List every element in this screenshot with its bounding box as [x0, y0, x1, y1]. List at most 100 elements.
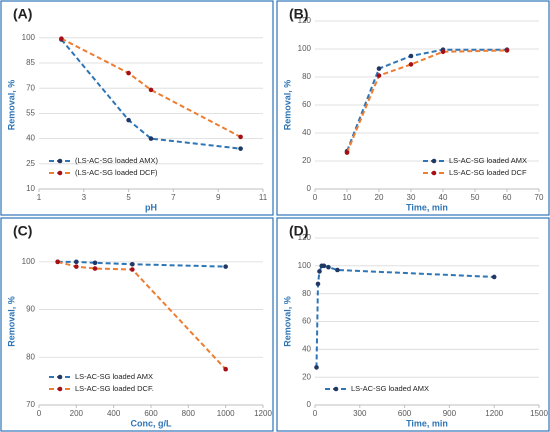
x-tick-label: 5 [126, 193, 131, 202]
y-tick-label: 60 [302, 100, 311, 109]
x-tick-label: 70 [535, 193, 544, 202]
legend-marker [333, 386, 339, 392]
y-tick-label: 10 [26, 184, 35, 193]
series-line [346, 49, 508, 153]
data-point [223, 366, 228, 372]
legend-label: (LS-AC-SG loaded AMX) [75, 156, 158, 165]
data-point [126, 70, 131, 76]
series-line [57, 260, 226, 268]
x-axis-label: Time, min [406, 418, 448, 428]
y-tick-label: 80 [302, 289, 311, 298]
legend-label: LS-AC-SG loaded AMX [449, 156, 527, 165]
y-tick-label: 80 [26, 352, 35, 361]
x-tick-label: 400 [107, 409, 121, 418]
series-line [315, 264, 495, 368]
data-point [314, 365, 319, 370]
x-tick-label: 10 [343, 193, 352, 202]
x-tick-label: 30 [407, 193, 416, 202]
y-tick-label: 55 [26, 109, 35, 118]
x-tick-label: 800 [182, 409, 196, 418]
data-point [317, 269, 322, 274]
data-point [321, 263, 327, 269]
x-tick-label: 900 [443, 409, 457, 418]
x-tick-label: 11 [259, 193, 268, 202]
data-point [326, 264, 331, 270]
panel-title: (C) [13, 223, 32, 239]
data-point [130, 261, 135, 267]
legend-label: LS-AC-SG loaded DCF [449, 168, 527, 177]
data-point [376, 73, 382, 78]
x-tick-label: 0 [313, 193, 318, 202]
x-tick-label: 1000 [217, 409, 235, 418]
data-point [74, 259, 79, 265]
panel-title: (A) [13, 6, 32, 22]
x-tick-label: 50 [471, 193, 480, 202]
series-line [57, 260, 227, 370]
data-point [504, 48, 510, 53]
series-line [60, 38, 241, 150]
series-line [346, 48, 507, 152]
panel-title: (B) [289, 6, 308, 22]
legend-marker [431, 170, 437, 176]
x-tick-label: 0 [37, 409, 42, 418]
legend-marker [57, 374, 63, 380]
legend-label: LS-AC-SG loaded AMX [351, 384, 429, 393]
data-point [92, 260, 98, 266]
series-line [60, 37, 242, 138]
y-tick-label: 0 [307, 400, 312, 409]
data-point [74, 264, 79, 269]
data-point [408, 53, 414, 59]
y-tick-label: 40 [302, 128, 311, 137]
data-point [148, 136, 154, 141]
x-tick-label: 7 [171, 193, 176, 202]
y-tick-label: 60 [302, 317, 311, 326]
y-tick-label: 70 [26, 83, 35, 92]
x-tick-label: 9 [216, 193, 221, 202]
data-point [315, 281, 321, 287]
x-tick-label: 1200 [485, 409, 503, 418]
x-tick-label: 200 [70, 409, 84, 418]
x-tick-label: 600 [398, 409, 412, 418]
x-tick-label: 40 [439, 193, 448, 202]
y-axis-label: Removal, % [282, 296, 292, 347]
x-tick-label: 0 [313, 409, 318, 418]
y-tick-label: 40 [302, 344, 311, 353]
panel-title: (D) [289, 223, 308, 239]
data-point [55, 259, 60, 265]
y-tick-label: 0 [307, 184, 312, 193]
legend-label: LS-AC-SG loaded AMX [75, 372, 153, 381]
y-tick-label: 100 [298, 261, 312, 270]
data-point [376, 66, 382, 71]
data-point [148, 87, 154, 93]
x-tick-label: 1 [37, 193, 42, 202]
y-axis-label: Removal, % [282, 80, 292, 131]
x-tick-label: 3 [82, 193, 87, 202]
x-tick-label: 600 [144, 409, 158, 418]
y-tick-label: 90 [26, 305, 35, 314]
data-point [59, 36, 64, 41]
x-tick-label: 1200 [254, 409, 272, 418]
panel-border [276, 0, 550, 216]
data-point [130, 267, 135, 272]
y-axis-label: Removal, % [6, 80, 16, 131]
x-axis-label: pH [145, 202, 157, 212]
data-point [92, 266, 98, 271]
data-point [335, 267, 340, 273]
y-tick-label: 40 [26, 134, 35, 143]
legend-marker [57, 158, 63, 164]
y-tick-label: 20 [302, 156, 311, 165]
legend-label: LS-AC-SG loaded DCF. [75, 384, 154, 393]
y-tick-label: 120 [298, 16, 312, 25]
data-point [238, 146, 243, 151]
x-tick-label: 20 [375, 193, 384, 202]
y-tick-label: 80 [302, 72, 311, 81]
y-axis-label: Removal, % [6, 296, 16, 347]
y-tick-label: 100 [22, 33, 36, 42]
y-tick-label: 100 [298, 44, 312, 53]
y-tick-label: 85 [26, 58, 35, 67]
data-point [126, 117, 131, 123]
legend-marker [57, 170, 63, 176]
x-tick-label: 60 [503, 193, 512, 202]
y-tick-label: 25 [26, 159, 35, 168]
x-tick-label: 300 [353, 409, 367, 418]
